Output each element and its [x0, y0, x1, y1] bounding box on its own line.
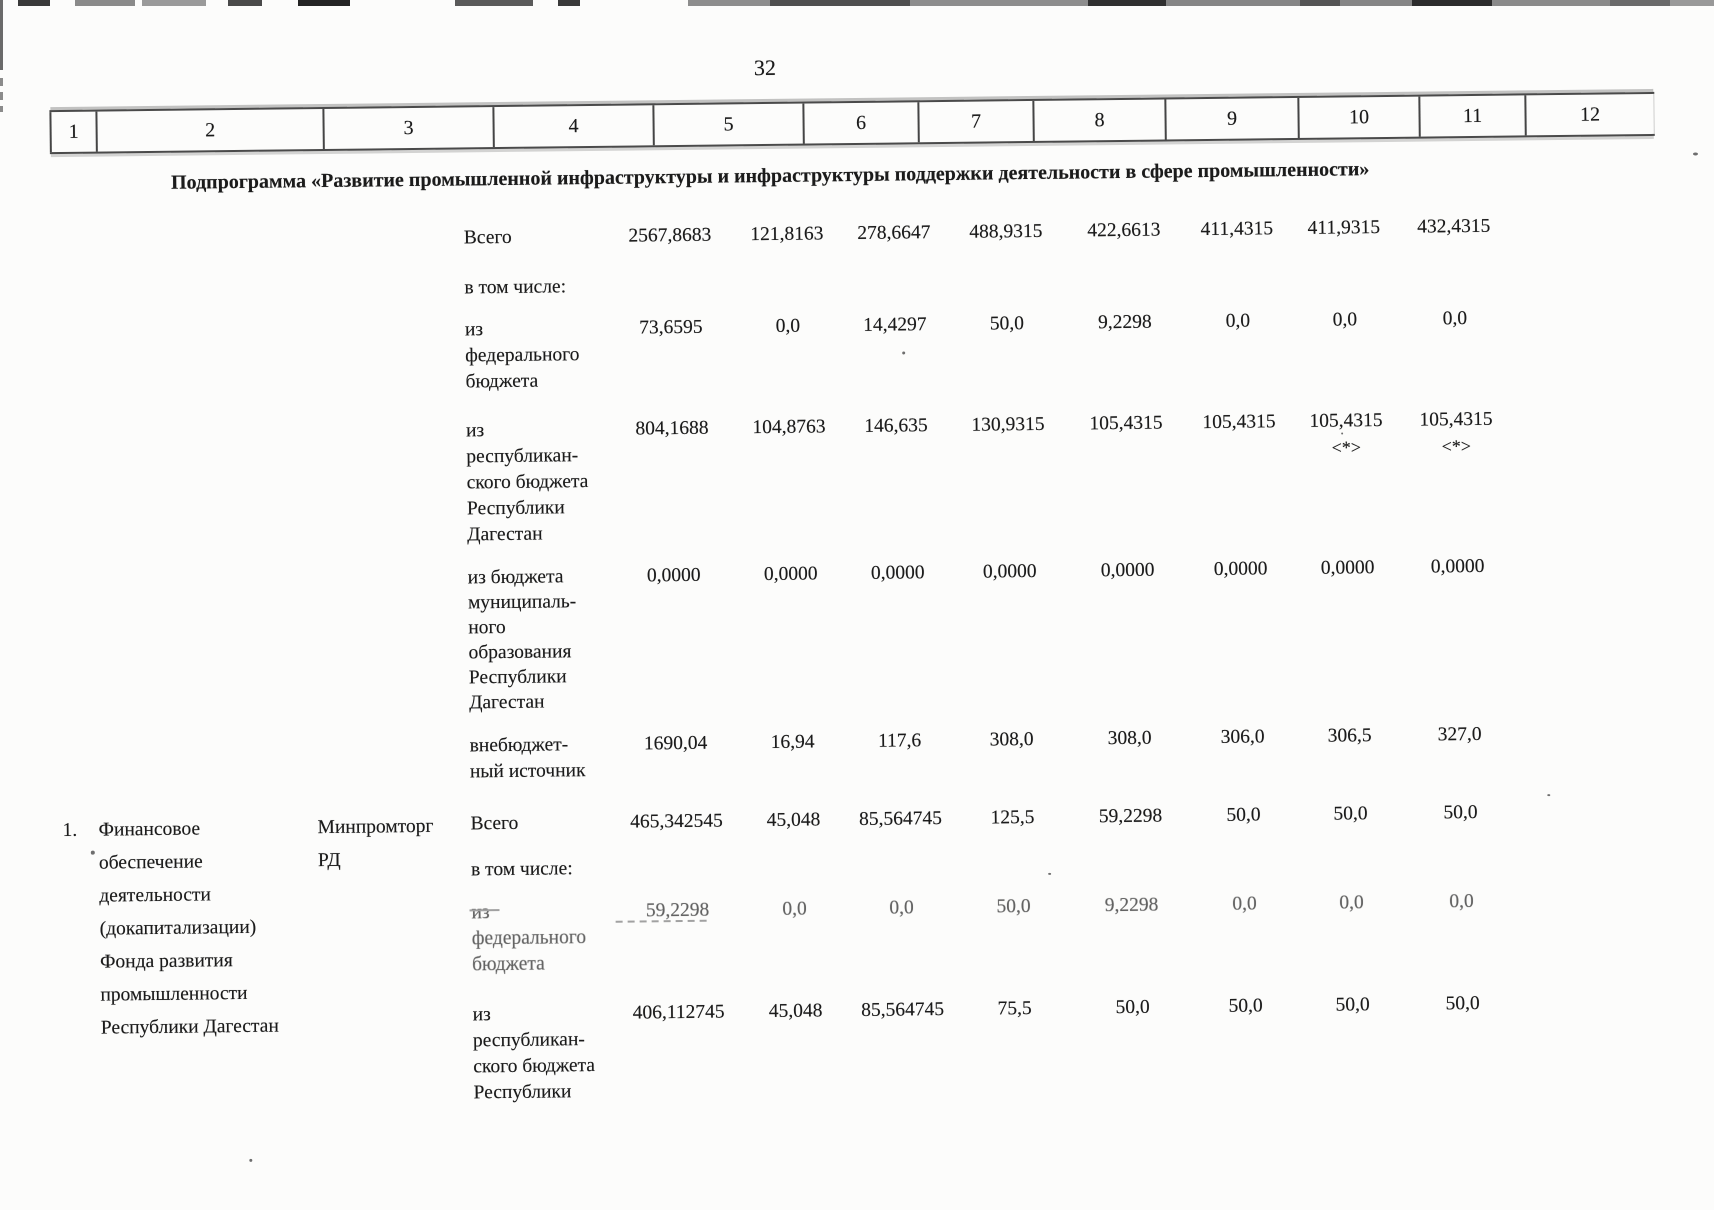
- value-cell: 0,0: [1449, 891, 1474, 913]
- value-cell: 85,564745: [861, 999, 945, 1021]
- value-cell: 308,0: [989, 729, 1034, 751]
- footnote-mark: <*>: [1441, 436, 1472, 457]
- table-row: из бюджета муниципаль- ного образования …: [0, 551, 1714, 714]
- value-cell: 0,0000: [870, 562, 925, 584]
- column-header-9: 9: [1166, 97, 1300, 140]
- value-cell: 1690,04: [643, 732, 708, 755]
- value-cell: 50,0: [1115, 996, 1150, 1019]
- value-cell: 422,6613: [1087, 219, 1161, 242]
- column-header-2: 2: [97, 109, 325, 152]
- value-cell: 278,6647: [857, 222, 931, 244]
- value-cell: 85,564745: [858, 808, 943, 830]
- item-name: Финансовое обеспечение деятельности (док…: [98, 818, 279, 1039]
- value-cell: 308,0: [1107, 727, 1152, 750]
- column-header-8: 8: [1034, 99, 1167, 141]
- table-row: Всего 2567,8683 121,8163 278,6647 488,93…: [0, 211, 1710, 249]
- value-cell: 105,4315: [1089, 412, 1163, 435]
- funding-source-label: Всего: [463, 226, 512, 249]
- column-header-7: 7: [919, 100, 1035, 143]
- column-header-6: 6: [804, 102, 920, 144]
- value-cell: 9,2298: [1097, 311, 1152, 334]
- page-number: 32: [753, 54, 777, 81]
- subprogram-title: Подпрограмма «Развитие промышленной инфр…: [170, 158, 1370, 194]
- value-cell: 105,4315 <*>: [1391, 406, 1522, 459]
- column-header-11: 11: [1420, 95, 1527, 137]
- column-header-12: 12: [1526, 93, 1655, 136]
- value-cell: 0,0000: [1430, 555, 1485, 578]
- table-row: внебюджет- ный источник 1690,04 16,94 11…: [2, 719, 1714, 782]
- value-cell: 59,2298: [1098, 805, 1163, 828]
- value-cell: 0,0000: [982, 560, 1037, 583]
- value-cell: 327,0: [1437, 723, 1482, 746]
- value-cell: 75,5: [997, 998, 1032, 1020]
- value-cell: 406,112745: [632, 1001, 725, 1024]
- funding-source-label: Всего: [470, 812, 519, 835]
- table-row-item-1: 1. Финансовое обеспечение деятельности (…: [2, 795, 1714, 1039]
- value-cell: 50,0: [989, 313, 1025, 335]
- scan-edge-band: [0, 0, 1714, 6]
- value-cell: 146,635: [864, 415, 928, 437]
- funding-source-label: из федерального бюджета: [464, 319, 580, 393]
- table-column-header-row: 1 2 3 4 5 6 7 8 9 10 11 12: [49, 91, 1655, 155]
- scan-speck: [90, 850, 95, 855]
- funding-source-label: в том числе:: [470, 858, 573, 881]
- value-cell: 9,2298: [1104, 894, 1159, 917]
- funding-source-label: из республикан- ского бюджета Республики: [472, 1004, 596, 1104]
- value-cell: 465,342545: [630, 810, 723, 833]
- value-cell: 804,1688: [635, 417, 709, 440]
- scan-speck: [249, 1158, 253, 1162]
- value-cell: 73,6595: [639, 316, 703, 339]
- value-cell: 0,0000: [1100, 559, 1155, 582]
- scan-speck: [1341, 432, 1344, 435]
- value-cell: 0,0: [1442, 308, 1468, 330]
- value-cell: 50,0: [1443, 801, 1478, 824]
- item-number: 1.: [62, 819, 78, 842]
- column-header-10: 10: [1299, 96, 1421, 138]
- value-cell: 432,4315: [1417, 215, 1491, 238]
- table-row: из федерального бюджета 73,6595 0,0 14,4…: [0, 303, 1711, 392]
- scan-speck: [902, 351, 906, 355]
- column-header-1: 1: [49, 111, 98, 153]
- value-cell: 488,9315: [969, 220, 1043, 243]
- funding-source-label: из бюджета муниципаль- ного образования …: [467, 566, 577, 714]
- scan-speck: [1692, 152, 1699, 156]
- column-header-4: 4: [494, 105, 655, 148]
- value-cell: 125,5: [990, 807, 1035, 829]
- funding-source-label: в том числе:: [464, 276, 567, 299]
- column-header-3: 3: [324, 107, 495, 150]
- value-cell: 0,0000: [646, 564, 701, 587]
- item-executor: Минпромторг РД: [317, 815, 434, 872]
- value-cell: 50,0: [996, 896, 1031, 918]
- scan-speck: [1547, 794, 1551, 797]
- value-cell: 14,4297: [863, 314, 927, 336]
- value-text: 105,4315: [1419, 408, 1493, 431]
- table-row: в том числе:: [0, 261, 1710, 298]
- value-cell: 50,0: [1445, 992, 1480, 1015]
- column-header-5: 5: [654, 103, 805, 146]
- scan-edge-left-mark: [0, 0, 3, 112]
- value-cell: 130,9315: [971, 413, 1045, 436]
- scan-smudge: [469, 909, 500, 912]
- value-cell: 2567,8683: [628, 224, 712, 247]
- value-cell: 0,0: [889, 897, 914, 919]
- funding-source-label: из республикан- ского бюджета Республики…: [465, 420, 589, 546]
- table-row: из республикан- ского бюджета Республики…: [0, 404, 1712, 546]
- funding-source-label: внебюджет- ный источник: [469, 734, 586, 783]
- value-text: 105,4315: [1309, 410, 1383, 432]
- value-cell: 117,6: [877, 730, 922, 752]
- scan-speck: [1048, 872, 1052, 875]
